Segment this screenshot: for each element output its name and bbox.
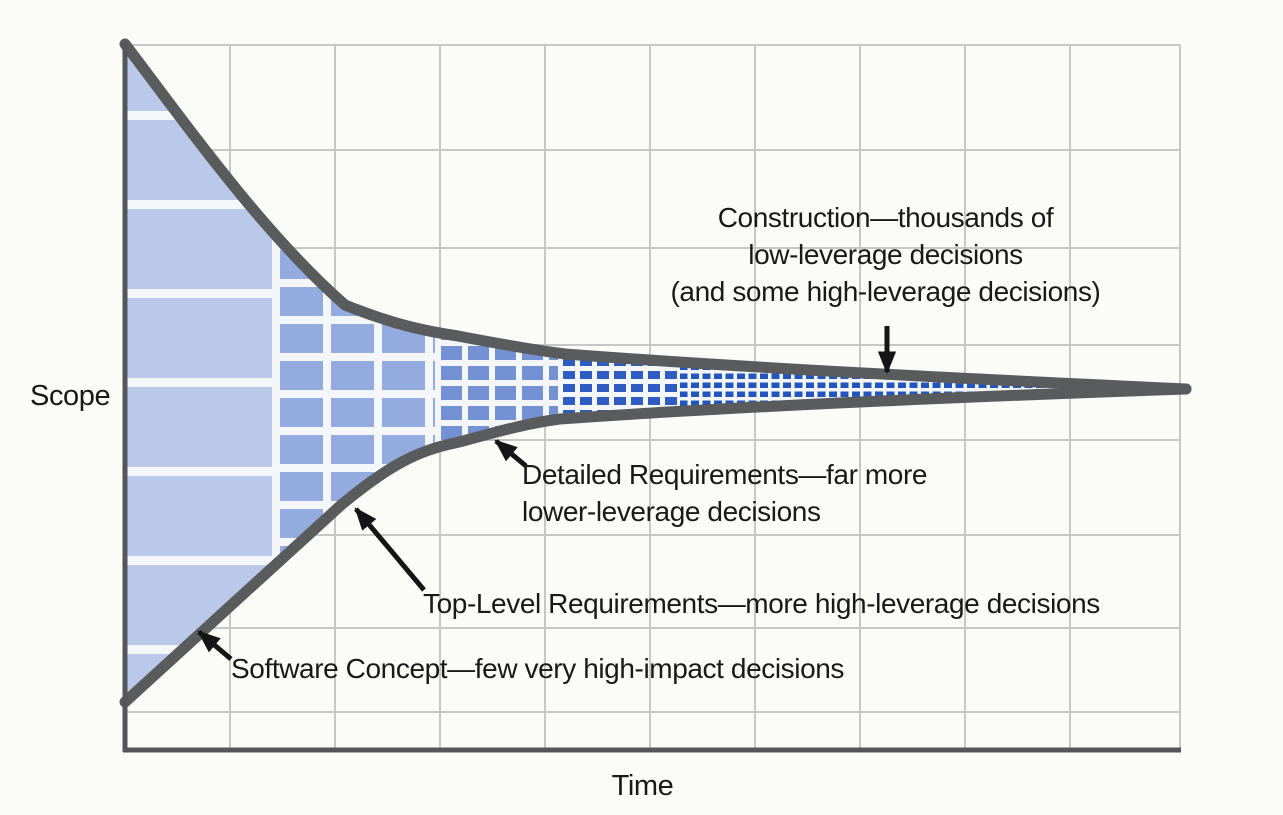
y-axis-label: Scope [30,380,111,412]
funnel-bottom-edge [119,383,1192,708]
detailed-requirements-annotation: Detailed Requirements—far more lower-lev… [522,456,927,530]
detailed-requirements-line1: Detailed Requirements—far more [522,459,928,490]
x-axis-label: Time [611,770,674,802]
construction-annotation-line1: Construction—thousands of [717,202,1054,233]
top-level-requirements-arrow [354,507,426,592]
detailed-requirements-arrow [494,439,528,468]
construction-annotation: Construction—thousands of low-leverage d… [633,199,1138,310]
detailed-requirements-line2: lower-leverage decisions [522,496,821,527]
top-level-requirements-annotation: Top-Level Requirements—more high-leverag… [423,588,1100,619]
annotation-arrows [197,326,897,661]
software-concept-annotation: Software Concept—few very high-impact de… [231,653,845,684]
construction-annotation-line2: low-leverage decisions [748,239,1023,270]
background-grid [125,44,1181,750]
software-concept-arrow [197,630,233,661]
construction-annotation-line3: (and some high-leverage decisions) [670,276,1101,307]
